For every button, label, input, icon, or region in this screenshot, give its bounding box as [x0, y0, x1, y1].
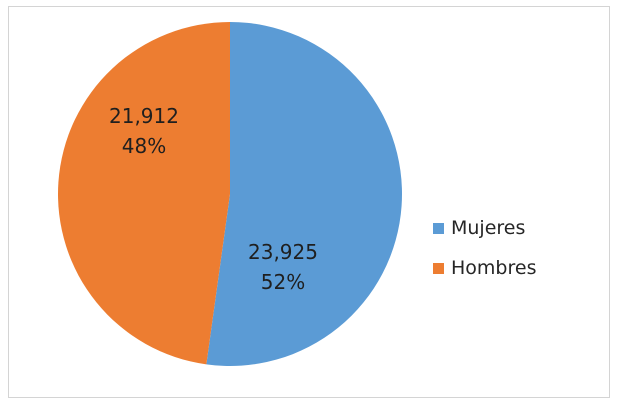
slice-percent-label-mujeres: 52% [261, 270, 305, 294]
legend-swatch-mujeres [433, 222, 444, 234]
slice-value-label-mujeres: 23,925 [248, 240, 318, 264]
legend-item-hombres: Hombres [433, 248, 536, 288]
legend-label-mujeres: Mujeres [451, 217, 526, 239]
pie-slice-hombres [58, 22, 230, 365]
slice-percent-label-hombres: 48% [122, 134, 166, 158]
pie-slices [58, 22, 403, 366]
legend-label-hombres: Hombres [451, 257, 537, 279]
legend-swatch-hombres [433, 262, 444, 274]
chart-legend: Mujeres Hombres [433, 208, 536, 288]
legend-item-mujeres: Mujeres [433, 208, 536, 248]
slice-value-label-hombres: 21,912 [109, 104, 179, 128]
pie-slice-mujeres [206, 22, 403, 366]
